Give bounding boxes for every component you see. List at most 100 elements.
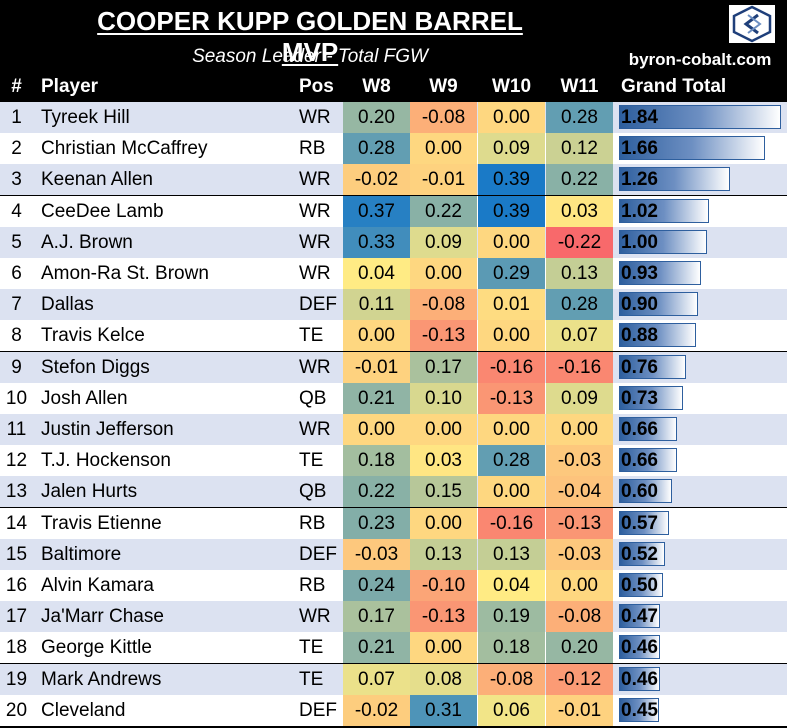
total-header: Grand Total bbox=[621, 76, 727, 97]
grand-total-value: 0.88 bbox=[621, 325, 658, 347]
week-value-cell: 0.28 bbox=[546, 289, 613, 321]
week-value-cell: 0.10 bbox=[410, 382, 477, 414]
site-credit: byron-cobalt.com bbox=[628, 50, 772, 69]
grand-total-cell: 0.47 bbox=[616, 601, 784, 632]
chart-title: COOPER KUPP GOLDEN BARREL MVP bbox=[97, 6, 523, 67]
grand-total-value: 1.02 bbox=[621, 200, 658, 222]
week-value-cell: -0.08 bbox=[410, 102, 477, 133]
grand-total-cell: 1.66 bbox=[616, 133, 784, 164]
pos-cell: WR bbox=[299, 356, 331, 378]
player-cell: T.J. Hockenson bbox=[41, 450, 171, 472]
table-row: 6 Amon-Ra St. Brown WR 0.04 0.00 0.29 0.13 0.93 bbox=[0, 258, 787, 289]
rank-cell: 1 bbox=[11, 107, 22, 128]
pos-cell: TE bbox=[299, 325, 324, 347]
week-value-cell: 0.29 bbox=[478, 258, 545, 289]
week-value-cell: 0.00 bbox=[478, 226, 545, 258]
grand-total-cell: 1.00 bbox=[616, 227, 784, 258]
week-value-cell: -0.16 bbox=[478, 507, 545, 539]
week-value-cell: -0.02 bbox=[343, 694, 410, 726]
rank-cell: 15 bbox=[5, 543, 28, 565]
week-value-cell: 0.00 bbox=[410, 507, 477, 539]
week-value-cell: -0.13 bbox=[546, 507, 613, 539]
rank-cell: 17 bbox=[5, 606, 28, 628]
table-header: # Player Pos W8 W9 W10 W11 Grand Total bbox=[0, 72, 787, 102]
player-cell: Travis Etienne bbox=[41, 512, 162, 534]
rank-cell: 20 bbox=[5, 699, 28, 721]
week-value-cell: 0.28 bbox=[478, 445, 545, 477]
table-row: 8 Travis Kelce TE 0.00 -0.13 0.00 0.07 0.88 bbox=[0, 320, 787, 352]
grand-total-cell: 0.90 bbox=[616, 289, 784, 320]
grand-total-value: 0.46 bbox=[621, 637, 658, 659]
week-value-cell: 0.11 bbox=[343, 289, 410, 321]
player-cell: CeeDee Lamb bbox=[41, 200, 164, 222]
table-row: 7 Dallas DEF 0.11 -0.08 0.01 0.28 0.90 bbox=[0, 289, 787, 321]
week-value-cell: 0.01 bbox=[478, 289, 545, 321]
grand-total-cell: 0.73 bbox=[616, 383, 784, 414]
pos-cell: TE bbox=[299, 450, 324, 472]
week-value-cell: 0.00 bbox=[410, 414, 477, 445]
total-bar bbox=[619, 479, 672, 504]
pos-cell: DEF bbox=[299, 699, 337, 721]
grand-total-value: 0.50 bbox=[621, 575, 658, 596]
week-value-cell: -0.16 bbox=[546, 351, 613, 383]
rank-header: # bbox=[11, 76, 22, 97]
week-value-cell: 0.13 bbox=[410, 538, 477, 570]
table-row: 18 George Kittle TE 0.21 0.00 0.18 0.20 0.46 bbox=[0, 632, 787, 664]
pos-cell: TE bbox=[299, 637, 324, 659]
w9-header: W9 bbox=[429, 76, 458, 97]
week-value-cell: -0.03 bbox=[343, 538, 410, 570]
rank-cell: 8 bbox=[11, 325, 22, 347]
table-row: 17 Ja'Marr Chase WR 0.17 -0.13 0.19 -0.08 0.47 bbox=[0, 601, 787, 633]
player-cell: Ja'Marr Chase bbox=[41, 606, 164, 628]
week-value-cell: 0.24 bbox=[343, 570, 410, 601]
rank-cell: 13 bbox=[5, 481, 28, 503]
total-bar bbox=[619, 198, 709, 223]
pos-cell: WR bbox=[299, 169, 331, 191]
grand-total-cell: 1.26 bbox=[616, 164, 784, 195]
week-value-cell: -0.08 bbox=[410, 289, 477, 321]
pos-cell: RB bbox=[299, 512, 326, 534]
grand-total-cell: 0.52 bbox=[616, 539, 784, 570]
total-bar bbox=[619, 323, 696, 348]
total-bar bbox=[619, 697, 659, 722]
week-value-cell: -0.16 bbox=[478, 351, 545, 383]
total-bar bbox=[619, 229, 707, 254]
table-row: 1 Tyreek Hill WR 0.20 -0.08 0.00 0.28 1.84 bbox=[0, 102, 787, 133]
week-value-cell: 0.18 bbox=[343, 445, 410, 477]
week-value-cell: -0.01 bbox=[343, 351, 410, 383]
week-value-cell: -0.13 bbox=[410, 601, 477, 633]
rank-cell: 11 bbox=[6, 419, 27, 440]
table-row: 19 Mark Andrews TE 0.07 0.08 -0.08 -0.12 0.46 bbox=[0, 663, 787, 695]
week-value-cell: 0.17 bbox=[410, 351, 477, 383]
player-cell: Travis Kelce bbox=[41, 325, 145, 347]
table-row: 13 Jalen Hurts QB 0.22 0.15 0.00 -0.04 0.60 bbox=[0, 476, 787, 508]
total-bar bbox=[619, 573, 663, 597]
player-header: Player bbox=[41, 76, 99, 97]
week-value-cell: 0.21 bbox=[343, 632, 410, 664]
player-cell: Cleveland bbox=[41, 699, 126, 721]
week-value-cell: -0.12 bbox=[546, 663, 613, 695]
table-row: 2 Christian McCaffrey RB 0.28 0.00 0.09 0.12 1.… bbox=[0, 133, 787, 165]
rank-cell: 6 bbox=[11, 263, 22, 284]
player-cell: Amon-Ra St. Brown bbox=[41, 263, 209, 284]
grand-total-cell: 0.76 bbox=[616, 352, 784, 383]
week-value-cell: 0.28 bbox=[343, 133, 410, 165]
table-row: 15 Baltimore DEF -0.03 0.13 0.13 -0.03 0.52 bbox=[0, 538, 787, 570]
chart-subtitle: Season Leader - Total FGW bbox=[192, 46, 428, 67]
total-bar bbox=[619, 354, 686, 379]
rank-cell: 18 bbox=[5, 637, 28, 659]
week-value-cell: 0.13 bbox=[478, 538, 545, 570]
rank-cell: 19 bbox=[5, 668, 28, 690]
rank-cell: 2 bbox=[11, 138, 22, 160]
player-cell: Christian McCaffrey bbox=[41, 138, 208, 160]
week-value-cell: 0.00 bbox=[478, 414, 545, 445]
table-row: 20 Cleveland DEF -0.02 0.31 0.06 -0.01 0.45 bbox=[0, 694, 787, 726]
player-cell: Alvin Kamara bbox=[41, 575, 154, 596]
week-value-cell: 0.04 bbox=[478, 570, 545, 601]
rank-cell: 5 bbox=[11, 231, 22, 253]
total-bar bbox=[619, 635, 660, 660]
player-cell: Justin Jefferson bbox=[41, 419, 174, 440]
week-value-cell: 0.00 bbox=[410, 133, 477, 165]
total-bar bbox=[619, 604, 660, 629]
grand-total-value: 0.46 bbox=[621, 668, 658, 690]
